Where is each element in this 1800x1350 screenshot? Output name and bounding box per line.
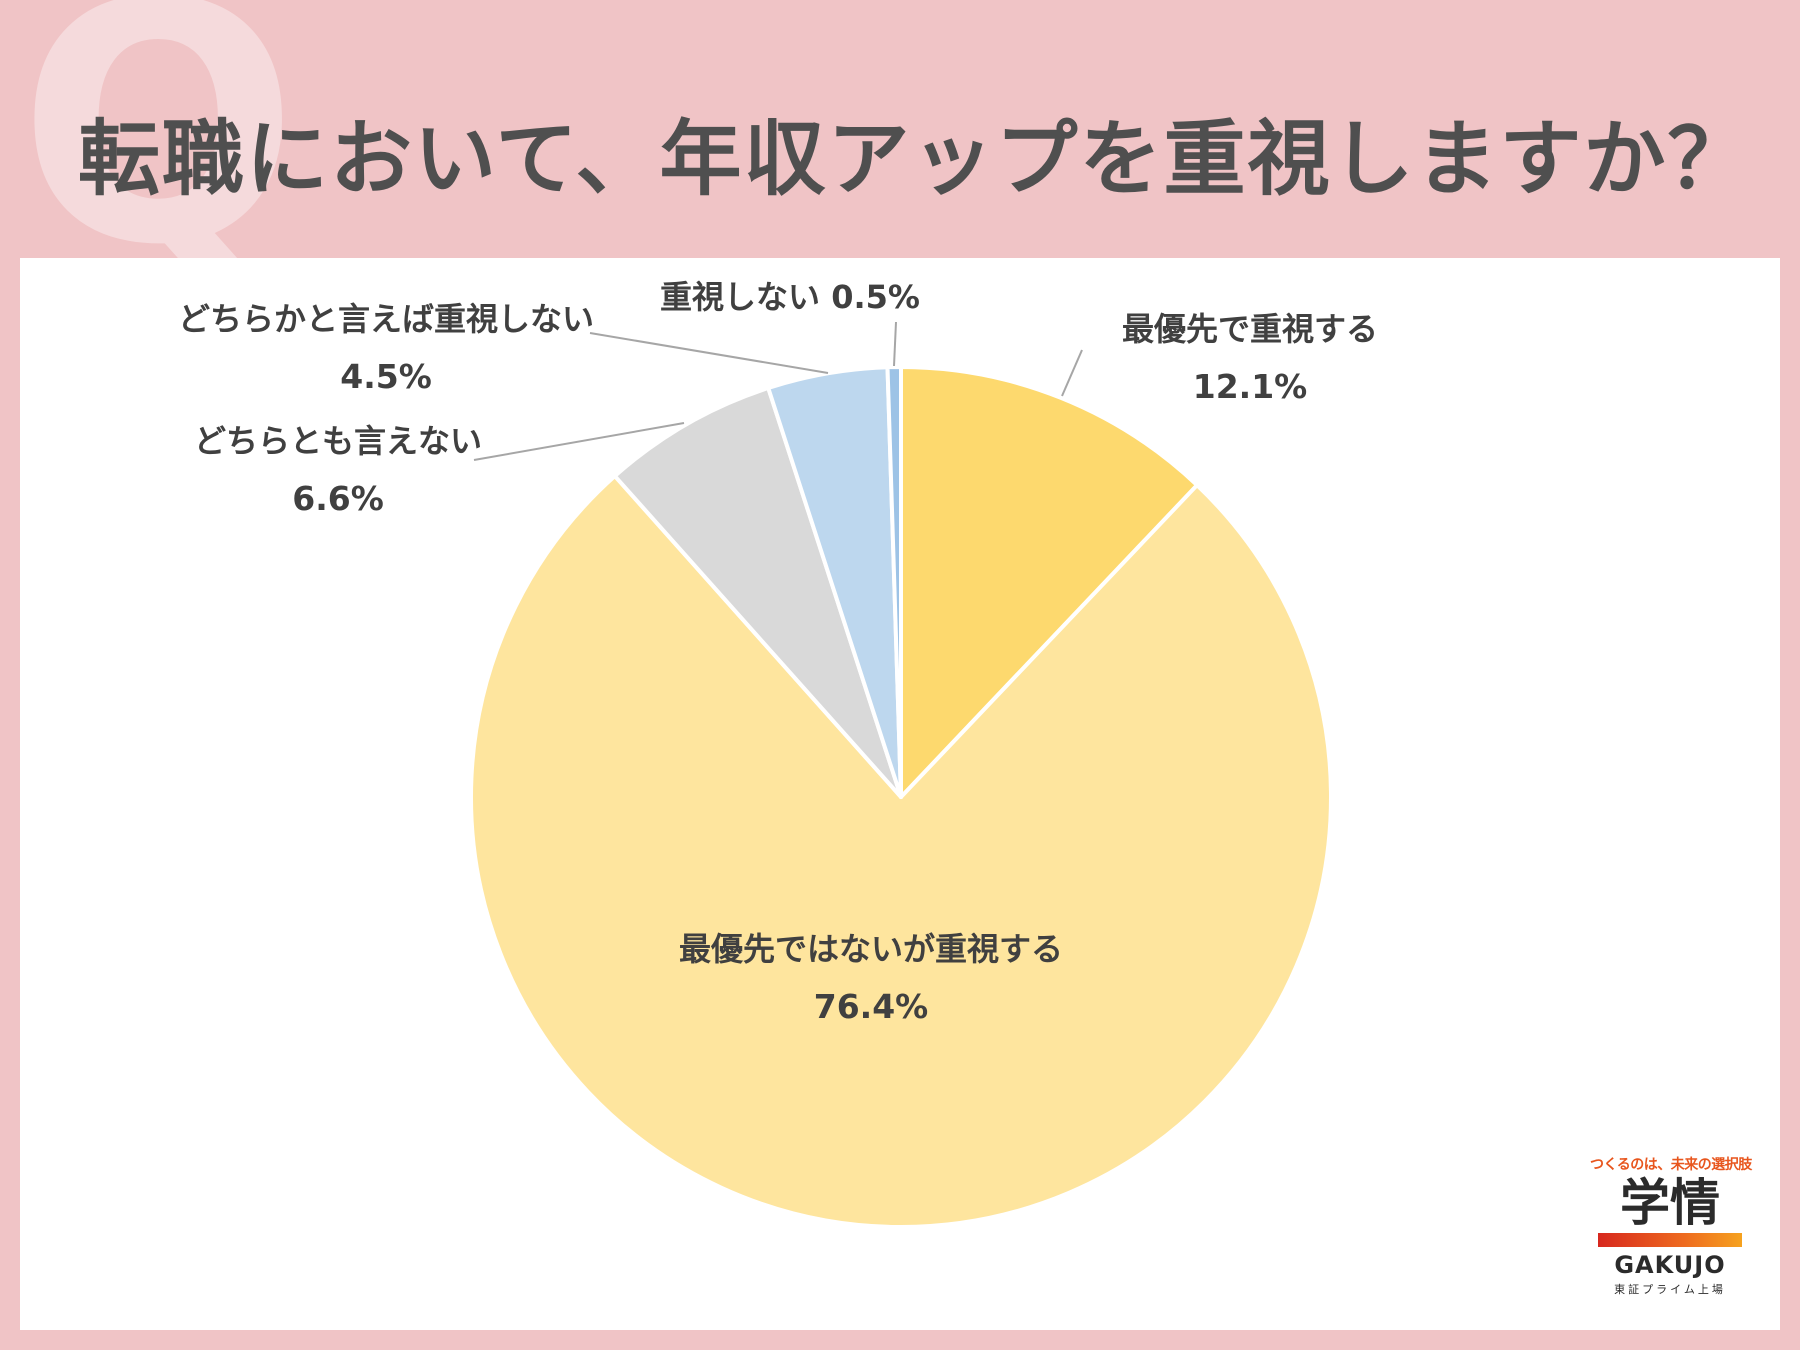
slice-value-somewhat-not: 4.5% (340, 357, 432, 396)
logo-bar (1598, 1233, 1742, 1247)
pie-slice-not (885, 365, 903, 799)
leader-line-somewhat-not (589, 332, 829, 374)
pie-slice-important (469, 474, 1333, 1229)
slice-value-important: 76.4% (814, 987, 929, 1026)
logo-english: GAKUJO (1614, 1251, 1726, 1279)
slice-label-somewhat-not: どちらかと言えば重視しない (178, 300, 594, 338)
slice-value-neutral: 6.6% (292, 479, 384, 518)
slice-label-top-priority: 最優先で重視する (1122, 310, 1378, 348)
pie-slice-top-priority (899, 365, 1200, 799)
slice-label-neutral: どちらとも言えない (194, 422, 482, 460)
slice-label-not: 重視しない 0.5% (660, 278, 920, 316)
leader-line-top-priority (1061, 349, 1083, 397)
logo-tagline: つくるのは、未来の選択肢 (1590, 1157, 1752, 1173)
pie-slice-neutral (612, 386, 903, 799)
slice-label-important: 最優先ではないが重視する (679, 930, 1063, 968)
logo-listing: 東証プライム上場 (1614, 1283, 1726, 1296)
slice-value-top-priority: 12.1% (1193, 367, 1308, 406)
gakujo-logo: つくるのは、未来の選択肢 学情 GAKUJO 東証プライム上場 (1590, 1148, 1752, 1318)
leader-line-neutral (473, 422, 685, 461)
logo-kanji: 学情 (1620, 1174, 1720, 1232)
page-title: 転職において、年収アップを重視しますか？ (78, 112, 1752, 207)
q-watermark: Q (18, 0, 299, 317)
leader-line-not (893, 321, 897, 367)
